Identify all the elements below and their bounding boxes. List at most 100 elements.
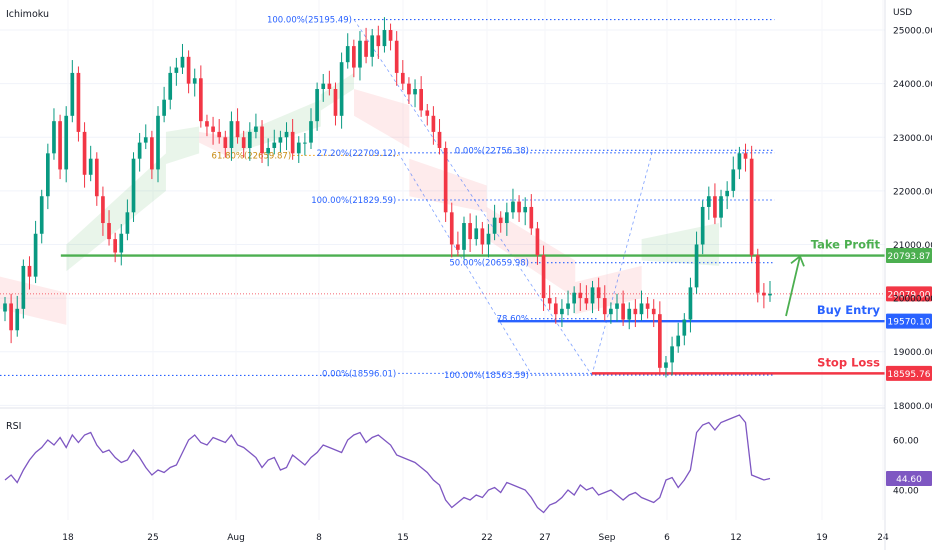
time-tick-label: 6: [664, 533, 670, 543]
price-tick-label: 19000.00: [893, 348, 932, 358]
candle-body: [749, 158, 754, 256]
time-tick-label: Sep: [599, 533, 616, 543]
cloud-segment: [165, 126, 200, 165]
trade-level-label: Buy Entry: [817, 303, 881, 317]
cloud-segment: [409, 158, 487, 213]
fib-level-label: 100.00%(25195.49): [267, 16, 352, 26]
candle-body: [553, 303, 558, 315]
candle-body: [443, 147, 448, 213]
time-tick-label: Aug: [227, 533, 245, 543]
cloud-segment: [66, 153, 166, 272]
candle-body: [682, 319, 687, 336]
fib-level-label: 50.00%(20659.98): [449, 259, 529, 269]
time-tick-label: 27: [539, 533, 550, 543]
candle-body: [39, 196, 44, 234]
candle-body: [492, 217, 497, 234]
price-badge-label: 20793.87: [888, 252, 931, 262]
grid: [0, 29, 885, 406]
candle-body: [547, 298, 552, 304]
rsi-label: RSI: [6, 421, 21, 432]
time-tick-label: 25: [147, 533, 158, 543]
trade-level-label: Take Profit: [811, 238, 881, 252]
candle-body: [737, 153, 742, 170]
candle-body: [364, 40, 368, 57]
candle-body: [174, 67, 179, 73]
candle-body: [168, 72, 173, 100]
candle-body: [511, 201, 515, 213]
fib-level-label: 78.60%: [497, 315, 529, 325]
candle-body: [437, 131, 442, 148]
candle-body: [388, 30, 393, 41]
candle-body: [700, 206, 705, 245]
cloud-segment: [320, 72, 354, 111]
candle-body: [596, 287, 601, 299]
candle-body: [327, 83, 332, 89]
currency-label: USD: [893, 8, 912, 18]
candle-body: [541, 255, 546, 299]
cloud-segment: [641, 223, 720, 266]
candle-body: [52, 121, 56, 154]
candle-body: [88, 158, 93, 175]
price-badge-label: 18595.76: [888, 370, 931, 380]
candle-body: [113, 239, 117, 253]
candle-body: [315, 88, 319, 122]
candle-body: [296, 142, 301, 154]
candle-body: [394, 40, 399, 73]
candle-body: [560, 308, 564, 315]
axes: 25000.00 24000.00 23000.00 22000.00 21000.00…: [62, 27, 932, 543]
time-tick-label: 19: [816, 533, 828, 543]
candle-body: [535, 228, 540, 256]
candle-body: [633, 308, 638, 315]
candle-body: [462, 223, 466, 250]
candle-body: [223, 137, 228, 148]
candle-body: [480, 228, 485, 245]
candle-body: [694, 244, 699, 288]
price-tick-label: 24000.00: [893, 80, 932, 90]
price-tick-label: 20000.00: [893, 295, 932, 305]
candle-body: [272, 142, 277, 148]
price-badge-label: 19570.10: [888, 318, 931, 328]
cloud-segment: [575, 265, 642, 315]
price-tick-label: 21000.00: [893, 241, 932, 251]
time-tick-label: 12: [730, 533, 741, 543]
price-tick-label: 25000.00: [893, 27, 932, 37]
indicator-label: Ichimoku: [6, 9, 49, 20]
candle-body: [419, 88, 423, 111]
candle-body: [119, 233, 124, 253]
candle-body: [247, 131, 252, 148]
fib-trendline: [591, 150, 654, 376]
price-badge: [886, 365, 932, 381]
ichimoku-cloud: [0, 72, 720, 325]
candle-body: [58, 121, 62, 170]
candle-body: [101, 196, 105, 224]
candle-body: [382, 30, 387, 47]
candle-body: [615, 303, 619, 309]
price-tick-label: 22000.00: [893, 187, 932, 197]
fib-level-label: 100.00%(18563.59): [444, 371, 529, 381]
candle-body: [186, 56, 191, 84]
trade-level-label: Stop Loss: [817, 355, 880, 369]
candle-body: [645, 303, 650, 309]
price-tick-label: 18000.00: [893, 402, 932, 412]
candle-body: [468, 223, 472, 240]
candle-body: [143, 137, 148, 143]
candle-body: [584, 298, 589, 304]
candle-body: [162, 99, 166, 116]
candle-body: [486, 233, 491, 245]
candle-body: [621, 303, 625, 320]
price-badge: [886, 313, 932, 329]
price-badge: [886, 286, 932, 302]
candle-body: [755, 255, 760, 293]
candle-body: [474, 228, 479, 240]
candle-body: [290, 131, 295, 154]
time-tick-label: 22: [481, 533, 492, 543]
rsi-tick-label: 60.00: [893, 437, 919, 447]
candle-body: [670, 346, 674, 363]
candle-body: [339, 62, 344, 116]
rsi-pane: 60.00 40.00 44.60: [4, 414, 932, 514]
candle-body: [505, 212, 509, 224]
candle-body: [609, 308, 613, 315]
candle-body: [400, 72, 405, 84]
candle-body: [309, 121, 313, 143]
